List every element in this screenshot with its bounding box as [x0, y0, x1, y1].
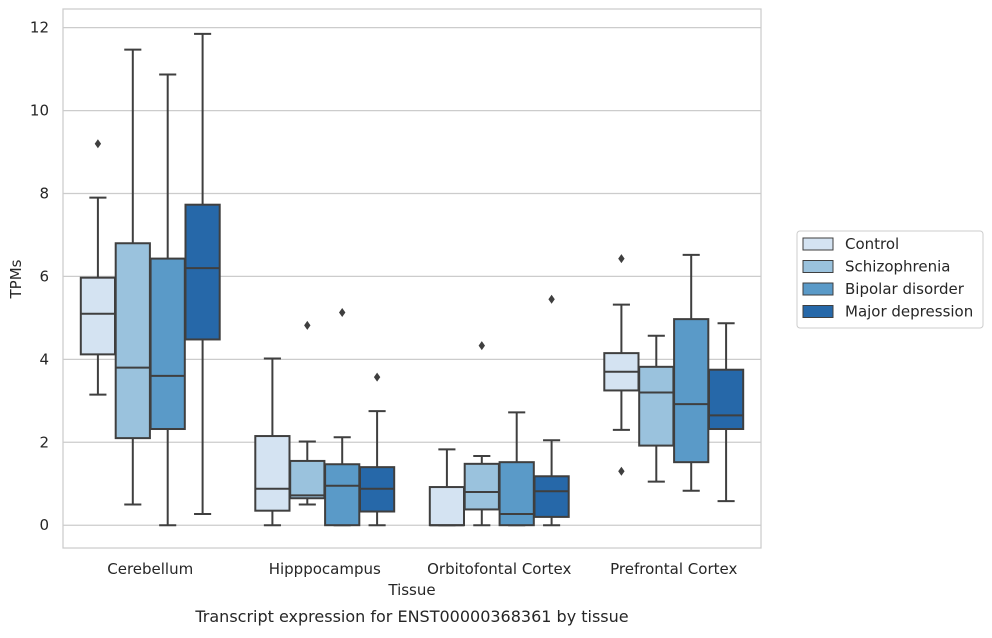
outlier-point [548, 294, 555, 304]
box-iqr [79, 276, 117, 356]
outlier-point [478, 341, 485, 351]
y-tick-label: 12 [30, 19, 49, 37]
legend-label: Control [845, 235, 899, 253]
legend-swatch [802, 260, 834, 273]
box-schizophrenia [638, 334, 675, 483]
y-ticks: 0 2 4 6 8 10 12 [30, 19, 49, 535]
x-tick-label: Orbitofontal Cortex [427, 560, 571, 578]
box-control [428, 448, 466, 527]
box-control [254, 357, 291, 527]
box-iqr [533, 475, 570, 518]
x-tick-label: Prefrontal Cortex [610, 560, 737, 578]
box-control [79, 139, 117, 396]
legend-frame [796, 230, 984, 329]
box-iqr [324, 463, 361, 527]
box-iqr [638, 365, 675, 447]
box-iqr [254, 435, 291, 512]
y-axis-label: TPMs [7, 259, 25, 299]
box-iqr [149, 257, 186, 431]
box-iqr [114, 242, 151, 440]
box-groups [79, 32, 745, 527]
outlier-point [618, 254, 625, 264]
box-control [603, 254, 640, 476]
y-tick-label: 4 [39, 350, 49, 368]
y-tick-label: 0 [39, 516, 49, 534]
outlier-point [373, 372, 381, 382]
box-major-depression [707, 322, 745, 503]
x-tick-label: Cerebellum [107, 560, 193, 578]
box-iqr [289, 459, 326, 500]
box-schizophrenia [463, 341, 500, 527]
box-iqr [428, 486, 466, 527]
x-axis-label: Tissue [387, 581, 435, 599]
y-tick-label: 6 [39, 267, 49, 285]
x-ticks: Cerebellum Hipppocampus Orbitofontal Corte… [107, 560, 737, 578]
box-bipolar-disorder [149, 73, 186, 527]
box-schizophrenia [114, 48, 151, 506]
outlier-point [618, 466, 625, 476]
plot-frame [62, 8, 762, 549]
legend-label: Schizophrenia [845, 258, 950, 276]
box-major-depression [533, 294, 570, 527]
chart-caption: Transcript expression for ENST0000036836… [194, 607, 628, 626]
box-schizophrenia [289, 320, 326, 506]
box-iqr [673, 318, 710, 464]
y-tick-label: 8 [39, 185, 49, 203]
box-major-depression [184, 32, 221, 516]
box-bipolar-disorder [498, 411, 535, 527]
legend-swatch [802, 282, 834, 296]
legend-label: Bipolar disorder [845, 280, 965, 298]
box-bipolar-disorder [673, 253, 710, 492]
legend: Control Schizophrenia Bipolar disorder Majo… [796, 230, 984, 329]
box-iqr [463, 462, 500, 511]
legend-label: Major depression [845, 303, 973, 321]
x-tick-label: Hipppocampus [269, 560, 381, 578]
y-tick-label: 2 [39, 433, 49, 451]
box-iqr [707, 368, 745, 431]
y-tick-label: 10 [30, 102, 49, 120]
box-iqr [498, 461, 535, 527]
legend-swatch [802, 237, 834, 251]
outlier-point [304, 320, 311, 330]
box-iqr [184, 203, 221, 341]
outlier-point [94, 139, 102, 149]
legend-swatch [802, 305, 834, 318]
box-bipolar-disorder [324, 307, 361, 527]
box-major-depression [358, 372, 396, 527]
outlier-point [339, 307, 346, 317]
